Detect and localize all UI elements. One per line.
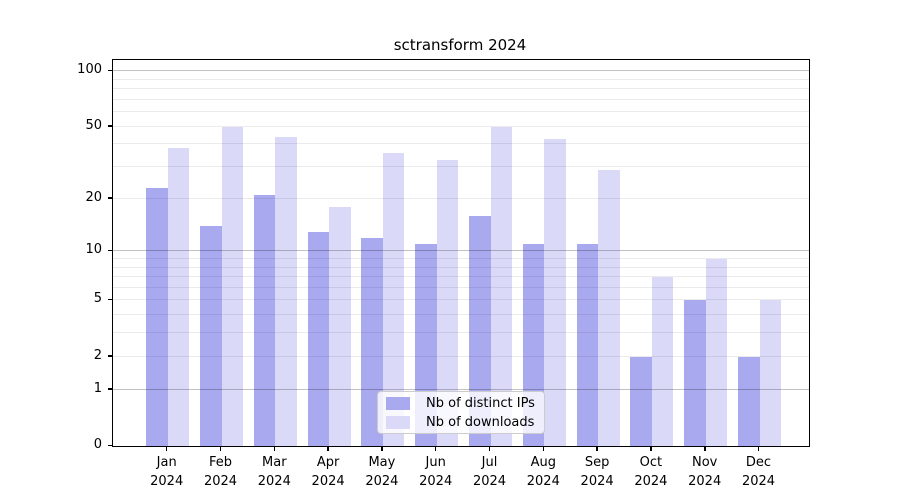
x-tick-label-nov: Nov 2024 (688, 455, 722, 489)
y-tick-mark-1 (108, 388, 112, 390)
x-tick-mark-sep (596, 446, 598, 451)
x-tick-mark-mar (273, 446, 276, 451)
x-tick-label-dec: Dec 2024 (741, 455, 776, 489)
y-tick-mark-10 (108, 249, 112, 252)
x-tick-label-may: May 2024 (365, 455, 399, 489)
y-tick-mark-20 (108, 197, 112, 199)
bar-distinct-ips-mar (253, 194, 276, 446)
bar-downloads-sep (598, 169, 620, 446)
bar-downloads-apr (329, 206, 351, 446)
x-tick-mark-jul (488, 446, 491, 451)
x-tick-mark-apr (327, 446, 329, 451)
x-tick-label-jan: Jan 2024 (150, 455, 184, 489)
y-tick-mark-2 (108, 355, 112, 357)
bar-distinct-ips-jul (469, 215, 491, 446)
y-tick-mark-5 (108, 298, 112, 301)
y-tick-label-2: 2 (93, 347, 102, 363)
legend-swatch-distinct-ips (386, 396, 410, 410)
plot-area (112, 59, 810, 447)
y-tick-label-20: 20 (85, 189, 102, 205)
y-tick-label-10: 10 (85, 242, 102, 258)
bar-downloads-oct (651, 277, 674, 446)
bar-downloads-dec (759, 300, 781, 446)
gridline-y-90 (113, 78, 809, 80)
x-tick-label-jun: Jun 2024 (419, 455, 453, 489)
gridline-y-70 (113, 98, 809, 100)
y-tick-label-1: 1 (93, 380, 102, 396)
y-tick-mark-50 (108, 125, 112, 127)
x-tick-mark-may (381, 446, 383, 451)
x-tick-label-oct: Oct 2024 (634, 455, 668, 489)
bar-distinct-ips-dec (738, 356, 760, 446)
gridline-y-40 (113, 143, 809, 145)
x-tick-label-sep: Sep 2024 (580, 455, 614, 489)
y-tick-label-50: 50 (85, 117, 102, 133)
legend-label-downloads: Nb of downloads (426, 414, 535, 430)
x-tick-label-mar: Mar 2024 (257, 455, 291, 489)
chart-title: sctransform 2024 (393, 36, 527, 54)
x-tick-mark-jan (165, 446, 168, 451)
bar-distinct-ips-sep (576, 244, 599, 446)
bar-downloads-may (382, 152, 405, 446)
x-tick-mark-oct (650, 446, 652, 451)
bar-distinct-ips-apr (307, 231, 330, 446)
bar-distinct-ips-nov (684, 300, 706, 446)
gridline-y-30 (113, 166, 809, 167)
x-tick-label-feb: Feb 2024 (203, 455, 238, 489)
bar-downloads-aug (544, 138, 566, 446)
bar-distinct-ips-jan (146, 187, 168, 446)
bar-downloads-jan (167, 148, 190, 446)
x-tick-mark-jun (434, 446, 437, 451)
bar-downloads-nov (705, 258, 728, 446)
bar-downloads-mar (275, 136, 297, 446)
legend-label-distinct-ips: Nb of distinct IPs (426, 395, 535, 411)
gridline-y-20 (113, 197, 809, 199)
gridline-y-60 (113, 111, 809, 112)
legend-entry-distinct-ips: Nb of distinct IPs (378, 395, 544, 411)
x-tick-label-apr: Apr 2024 (311, 455, 345, 489)
x-tick-mark-nov (704, 446, 706, 451)
y-tick-mark-0 (108, 444, 112, 446)
y-tick-label-0: 0 (93, 437, 102, 452)
gridline-y-100 (113, 70, 809, 71)
x-tick-label-aug: Aug 2024 (526, 455, 560, 489)
bar-downloads-feb (221, 126, 243, 446)
legend-entry-downloads: Nb of downloads (378, 414, 544, 430)
x-tick-mark-feb (219, 446, 222, 451)
bar-distinct-ips-oct (630, 356, 652, 446)
bar-distinct-ips-feb (200, 226, 222, 446)
legend: Nb of distinct IPs Nb of downloads (377, 391, 545, 434)
bar-downloads-jun (436, 159, 459, 446)
gridline-y-50 (113, 125, 809, 127)
x-tick-mark-dec (757, 446, 760, 451)
x-tick-label-jul: Jul 2024 (472, 455, 507, 489)
x-tick-mark-aug (542, 446, 544, 451)
y-tick-label-100: 100 (77, 62, 102, 77)
bar-downloads-jul (490, 126, 512, 446)
gridline-y-80 (113, 87, 809, 89)
y-tick-label-5: 5 (93, 291, 102, 307)
y-tick-mark-100 (108, 69, 112, 71)
legend-swatch-downloads (386, 415, 410, 429)
